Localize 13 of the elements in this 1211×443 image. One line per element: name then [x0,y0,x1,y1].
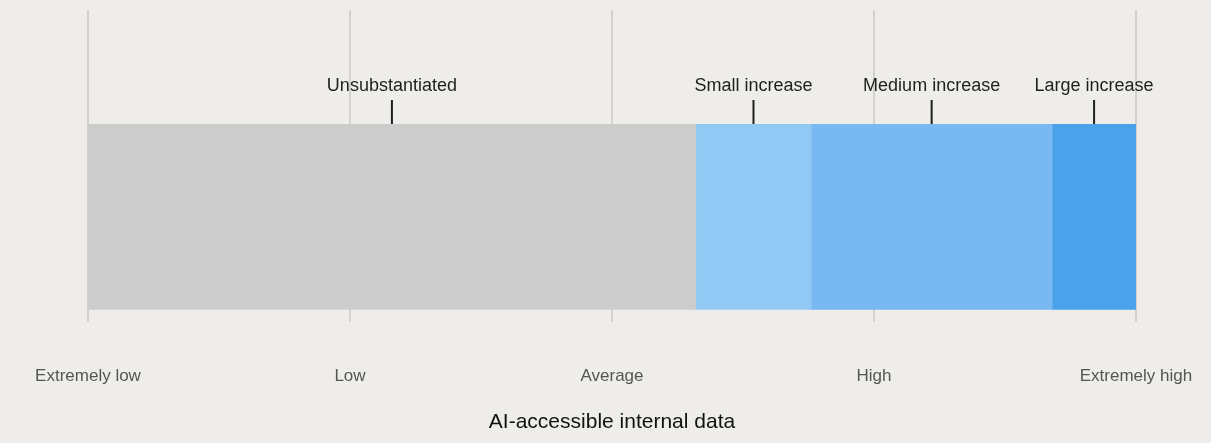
text: High [856,366,892,386]
series-label: Unsubstantiated [326,75,457,95]
bar [810,124,1053,310]
x-axis-title: AI-accessible internal data [488,409,736,433]
series-label: Medium increase [863,75,1001,95]
text: Low [334,366,367,386]
bar [695,124,812,310]
series-label: Small increase [694,75,813,95]
text: Average [580,366,644,386]
text: Extremely high [1079,366,1193,386]
series-label: Large increase [1034,75,1154,95]
bar [1051,124,1136,310]
text: Extremely low [35,366,142,386]
